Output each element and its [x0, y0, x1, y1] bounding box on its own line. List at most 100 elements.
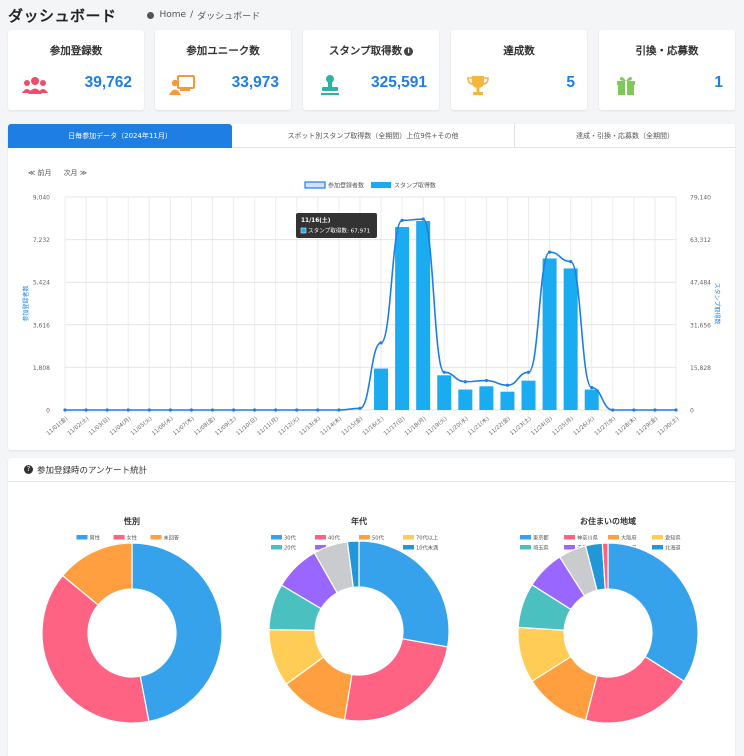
line-point[interactable] [674, 408, 678, 412]
legend-label[interactable]: 埼玉県 [533, 543, 549, 551]
chart-tooltip: 11/16(土) スタンプ取得数: 67,971 [296, 213, 377, 238]
tooltip-box [296, 213, 377, 238]
people-group-icon [22, 77, 48, 94]
right-axis-title: スタンプ取得数 [713, 283, 721, 325]
line-point[interactable] [337, 408, 341, 412]
line-point[interactable] [632, 408, 636, 412]
legend-label[interactable]: 40代 [328, 533, 341, 541]
donut-slice[interactable] [61, 542, 133, 606]
bar[interactable] [500, 391, 515, 410]
info-icon[interactable]: i [404, 47, 414, 56]
line-point[interactable] [569, 259, 573, 264]
line-point[interactable] [442, 370, 446, 374]
bar[interactable] [584, 389, 599, 410]
line-point[interactable] [231, 408, 236, 412]
line-point[interactable] [105, 408, 109, 412]
legend-swatch [652, 535, 663, 540]
line-point[interactable] [126, 408, 130, 412]
legend-label[interactable]: 参加登録者数 [328, 182, 364, 190]
legend-swatch [113, 535, 125, 540]
line-point[interactable] [63, 408, 67, 412]
legend-label[interactable]: 北海道 [665, 543, 681, 551]
line-point[interactable] [547, 250, 552, 254]
donut-slice[interactable] [607, 542, 699, 683]
legend-label[interactable]: 男性 [90, 533, 100, 541]
breadcrumb-home[interactable]: Home [159, 10, 187, 20]
survey-charts[interactable]: 性別男性女性未回答年代30代40代50代70代以上20代60代10代10代未満お… [8, 458, 735, 756]
line-point[interactable] [189, 408, 194, 412]
legend-label[interactable]: 神奈川県 [577, 533, 598, 541]
tab-achievements[interactable]: 達成・引換・応募数（全期間） [514, 124, 735, 148]
line-point[interactable] [590, 386, 594, 390]
donut-slice[interactable] [601, 542, 609, 590]
x-tick-label: 11/13(水) [297, 414, 322, 437]
line-point[interactable] [358, 406, 362, 410]
line-point[interactable] [168, 408, 172, 412]
bar[interactable] [479, 386, 494, 410]
legend-label[interactable]: 東京都 [533, 533, 549, 541]
right-tick-label: 47,484 [690, 280, 711, 287]
x-tick-label: 11/06(水) [150, 414, 175, 437]
legend-label[interactable]: 愛知県 [665, 533, 681, 541]
line-point[interactable] [611, 408, 615, 412]
donut-slice[interactable] [131, 542, 223, 723]
legend-label[interactable]: 女性 [127, 533, 137, 541]
line-point[interactable] [379, 341, 383, 345]
donut-chart: お住まいの地域東京都神奈川県大阪府愛知県埼玉県千葉県兵庫県北海道 [517, 516, 699, 724]
page-header: ダッシュボード Home / ダッシュボード [8, 4, 260, 26]
legend-label[interactable]: 30代 [284, 533, 297, 541]
line-point[interactable] [526, 370, 531, 374]
legend-label[interactable]: 20代 [284, 543, 297, 551]
line-point[interactable] [253, 408, 257, 412]
next-month-link[interactable]: 次月 ≫ [63, 169, 88, 177]
legend-label[interactable]: 大阪府 [621, 533, 637, 541]
line-point[interactable] [316, 408, 320, 412]
line-point[interactable] [484, 378, 488, 383]
prev-month-link[interactable]: ≪ 前月 [28, 169, 52, 177]
line-point[interactable] [463, 380, 467, 384]
donut-slice[interactable] [41, 574, 150, 724]
line-series [64, 218, 676, 411]
bar[interactable] [563, 268, 578, 410]
legend-label[interactable]: 未回答 [164, 533, 180, 541]
line-point[interactable] [210, 408, 215, 412]
daily-chart[interactable]: 9,040 79,140 7,232 63,312 5,424 47,484 3,616 31… [8, 124, 735, 450]
x-tick-label: 11/18(月) [403, 415, 427, 437]
line-point[interactable] [653, 408, 657, 412]
stat-card-value: 39,762 [84, 74, 132, 91]
line-point[interactable] [505, 383, 510, 387]
bar[interactable] [374, 368, 389, 410]
x-tick-label: 11/23(土) [508, 414, 533, 437]
legend-label[interactable]: 10代未満 [416, 543, 438, 551]
bar[interactable] [458, 389, 473, 410]
tab-daily[interactable]: 日毎参加データ（2024年11月） [8, 124, 232, 148]
line-point[interactable] [295, 408, 299, 412]
legend-label[interactable]: スタンプ取得数 [394, 182, 436, 190]
donut-slice[interactable] [343, 638, 449, 722]
survey-panel: ? 参加登録時のアンケート統計 性別 男性 女性 未回答 年代 30代 40代 50代 70代以… [8, 458, 735, 756]
bar[interactable] [416, 221, 431, 410]
tab-spot-stamps[interactable]: スポット別スタンプ取得数（全期間）上位9件+その他 [287, 132, 459, 140]
x-tick-label: 11/15(金) [339, 414, 364, 437]
bar[interactable] [521, 380, 536, 410]
x-tick-label: 11/25(月) [551, 415, 575, 437]
line-point[interactable] [274, 408, 278, 412]
legend-label[interactable]: 50代 [372, 533, 385, 541]
donut-slice[interactable] [358, 540, 450, 648]
left-tick-label: 1,808 [33, 365, 50, 372]
stat-card-title: 達成数 [503, 45, 535, 57]
donut-slice[interactable] [346, 540, 360, 589]
line-point[interactable] [400, 218, 404, 222]
right-tick-label: 63,312 [690, 237, 711, 244]
bar[interactable] [437, 375, 452, 410]
line-point[interactable] [84, 408, 88, 412]
line-point[interactable] [147, 408, 151, 412]
tooltip-text: スタンプ取得数: 67,971 [308, 227, 371, 235]
bar[interactable] [542, 258, 557, 410]
bar[interactable] [395, 227, 410, 410]
line-point[interactable] [421, 217, 425, 221]
legend-label[interactable]: 70代以上 [416, 533, 438, 541]
right-tick-label: 31,656 [690, 322, 711, 329]
x-tick-label: 11/30(土) [655, 414, 680, 437]
x-tick-label: 11/22(金) [487, 414, 512, 437]
